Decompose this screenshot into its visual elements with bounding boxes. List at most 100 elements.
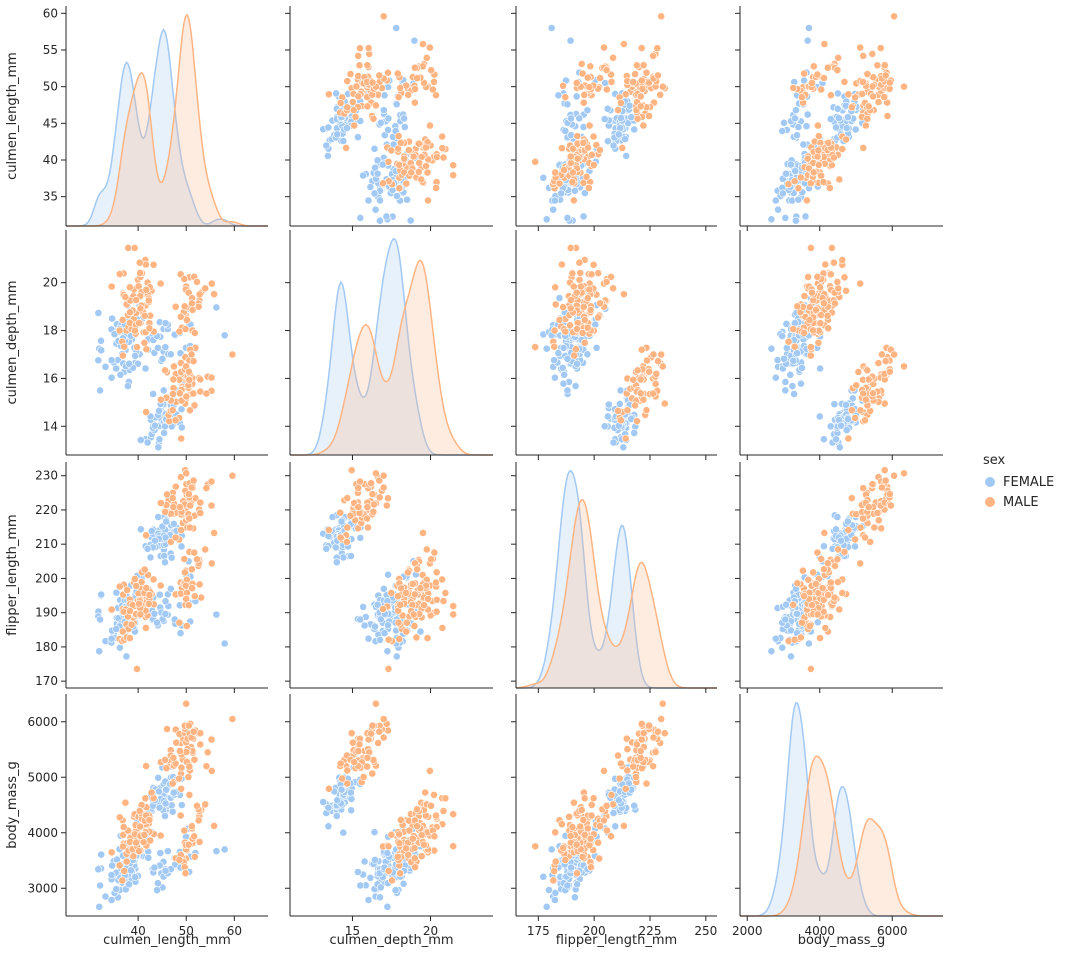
point-female <box>581 189 589 197</box>
point-male <box>573 154 582 163</box>
point-male <box>816 319 825 328</box>
point-male <box>582 172 591 181</box>
point-male <box>638 84 647 93</box>
point-male <box>560 166 568 174</box>
point-male <box>633 114 642 123</box>
point-male <box>614 751 622 760</box>
point-male <box>156 279 165 288</box>
point-male <box>596 74 604 82</box>
point-female <box>567 863 575 872</box>
point-female <box>611 822 620 831</box>
point-male <box>336 533 345 542</box>
point-female <box>771 196 780 205</box>
point-male <box>654 727 662 736</box>
point-female <box>789 356 798 365</box>
point-male <box>818 584 827 593</box>
point-male <box>367 729 375 738</box>
point-female <box>549 205 558 214</box>
point-female <box>376 883 385 892</box>
point-male <box>187 565 196 574</box>
point-female <box>380 91 389 100</box>
point-male <box>806 179 815 188</box>
point-male <box>784 180 793 189</box>
point-male <box>145 591 154 599</box>
point-female <box>322 141 331 150</box>
point-male <box>585 121 594 130</box>
point-male <box>873 61 882 70</box>
point-male <box>831 562 839 570</box>
kde-fill-male <box>290 260 493 455</box>
point-female <box>793 349 801 358</box>
point-male <box>856 279 865 288</box>
yaxis-label-culmen_depth_mm: culmen_depth_mm <box>5 280 20 404</box>
ytick-label: 190 <box>35 606 58 620</box>
point-female <box>383 647 392 656</box>
point-male <box>657 12 666 21</box>
yaxis-label-flipper_length_mm: flipper_length_mm <box>5 514 20 635</box>
point-female <box>169 788 178 797</box>
point-male <box>142 762 150 770</box>
point-male <box>343 779 352 788</box>
point-male <box>784 337 793 346</box>
point-male <box>409 610 418 619</box>
point-male <box>207 477 216 486</box>
point-male <box>645 367 653 376</box>
point-female <box>158 354 167 363</box>
point-male <box>620 40 628 48</box>
point-male <box>426 121 434 130</box>
point-male <box>168 779 177 788</box>
point-male <box>589 794 598 803</box>
point-male <box>189 476 198 485</box>
point-male <box>132 838 141 847</box>
point-male <box>185 762 194 771</box>
point-male <box>805 316 814 324</box>
point-male <box>189 389 198 398</box>
point-male <box>636 375 645 384</box>
point-female <box>143 438 152 447</box>
point-male <box>559 844 567 852</box>
point-male <box>827 91 835 100</box>
point-female <box>799 140 808 149</box>
point-female <box>830 400 839 409</box>
point-male <box>382 501 391 510</box>
point-male <box>575 275 584 284</box>
point-female <box>555 294 564 302</box>
point-female <box>155 406 163 415</box>
point-male <box>851 535 859 544</box>
point-male <box>402 627 411 636</box>
point-female <box>392 100 401 109</box>
point-male <box>369 114 378 123</box>
yaxis-label-body_mass_g: body_mass_g <box>5 761 20 849</box>
point-male <box>603 85 611 94</box>
point-male <box>176 811 185 820</box>
point-male <box>856 406 865 415</box>
point-male <box>812 580 820 588</box>
point-male <box>171 533 180 542</box>
point-female <box>782 319 791 328</box>
point-male <box>576 822 585 831</box>
point-male <box>156 831 165 840</box>
point-female <box>136 436 145 444</box>
point-female <box>161 812 169 820</box>
point-female <box>816 364 824 373</box>
point-male <box>633 61 641 70</box>
point-male <box>122 857 131 866</box>
ytick-label: 40 <box>43 153 58 167</box>
legend-marker-female <box>985 477 995 487</box>
point-female <box>155 435 164 444</box>
point-male <box>803 196 811 205</box>
point-male <box>643 356 651 365</box>
point-male <box>586 834 595 843</box>
point-male <box>609 53 617 62</box>
point-female <box>851 125 860 134</box>
point-male <box>394 132 403 140</box>
point-male <box>805 622 814 630</box>
point-female <box>339 553 348 562</box>
point-male <box>384 842 393 851</box>
point-male <box>351 113 360 121</box>
point-female <box>112 885 121 893</box>
point-male <box>132 582 141 590</box>
point-male <box>649 762 657 771</box>
point-female <box>603 104 612 113</box>
point-male <box>814 146 823 155</box>
